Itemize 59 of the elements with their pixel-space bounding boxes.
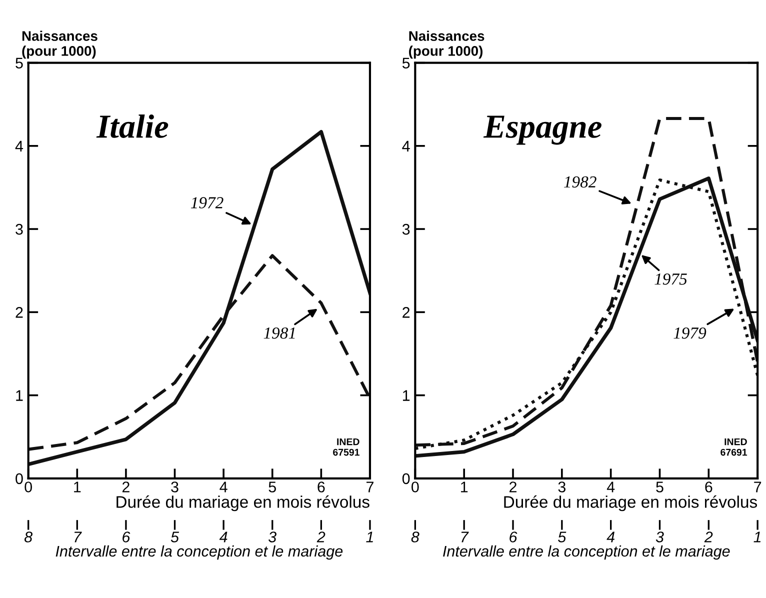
y-tick-label: 5 (16, 58, 23, 68)
y-tick-label: 0 (402, 473, 410, 484)
annotation: 1981 (264, 327, 295, 339)
x-tick-label: 6 (705, 482, 712, 492)
x-tick-label: 0 (24, 482, 32, 492)
x2-tick-label: 1 (754, 532, 761, 542)
y-tick-label: 4 (15, 140, 24, 152)
x-tick-label: 7 (366, 482, 374, 492)
y-tick-label: 2 (402, 307, 410, 318)
annotation: 1972 (190, 197, 224, 208)
x-tick-label: 0 (412, 482, 419, 492)
x2-tick-label: 3 (656, 532, 664, 542)
x2-tick-label: 4 (219, 532, 228, 542)
x-tick-label: 5 (268, 482, 276, 492)
x2-tick-label: 8 (411, 532, 420, 542)
y-axis-title: Naissances (pour 1000) (409, 30, 484, 59)
annotation: INED 67691 (720, 438, 748, 456)
x2-tick-label: 1 (366, 532, 373, 542)
x2-tick-label: 4 (606, 532, 615, 542)
x2-tick-label: 7 (74, 532, 82, 542)
y-tick-label: 3 (16, 224, 23, 235)
x2-tick-label: 5 (170, 532, 180, 542)
text: Italie (96, 114, 168, 138)
annotation: 1975 (654, 273, 687, 285)
text: Espagne (483, 116, 602, 145)
x2-tick-label: 6 (510, 532, 518, 542)
x2-tick-label: 7 (461, 532, 469, 542)
x-tick-label: 2 (510, 482, 516, 492)
x-tick-label: 1 (461, 482, 468, 492)
y-tick-label: 2 (16, 307, 23, 318)
x-tick-label: 4 (220, 482, 228, 492)
y-tick-label: 3 (402, 224, 410, 235)
y-tick-label: 1 (16, 390, 23, 401)
y-axis-title: Naissances (pour 1000) (22, 30, 98, 59)
x-axis-title: Durée du mariage en mois révolus (116, 495, 370, 512)
x2-tick-label: 5 (558, 532, 566, 542)
annotation: 1982 (564, 176, 596, 188)
annotation: INED 67591 (333, 438, 360, 456)
x-tick-label: 7 (754, 482, 762, 492)
x-tick-label: 5 (656, 482, 664, 492)
x2-tick-label: 2 (316, 532, 326, 542)
y-tick-label: 5 (402, 58, 410, 68)
x-tick-label: 6 (318, 482, 325, 492)
y-tick-label: 1 (402, 390, 410, 401)
x2-tick-label: 8 (24, 532, 32, 542)
x-tick-label: 3 (558, 482, 566, 492)
x2-tick-label: 6 (122, 532, 130, 542)
x2-tick-label: 3 (268, 532, 276, 542)
x2-tick-label: 2 (704, 532, 713, 542)
x-tick-label: 4 (606, 482, 615, 492)
x-tick-label: 1 (74, 482, 81, 492)
x-axis-title: Durée du mariage en mois révolus (504, 495, 757, 512)
x2-axis-title: Intervalle entre la conception et le mariage (56, 545, 343, 560)
y-tick-label: 4 (402, 140, 410, 152)
y-tick-label: 0 (16, 473, 23, 484)
x-tick-label: 2 (122, 482, 130, 492)
x-tick-label: 3 (171, 482, 178, 492)
x2-axis-title: Intervalle entre la conception et le mariage (443, 545, 730, 560)
annotation: 1979 (674, 328, 706, 339)
